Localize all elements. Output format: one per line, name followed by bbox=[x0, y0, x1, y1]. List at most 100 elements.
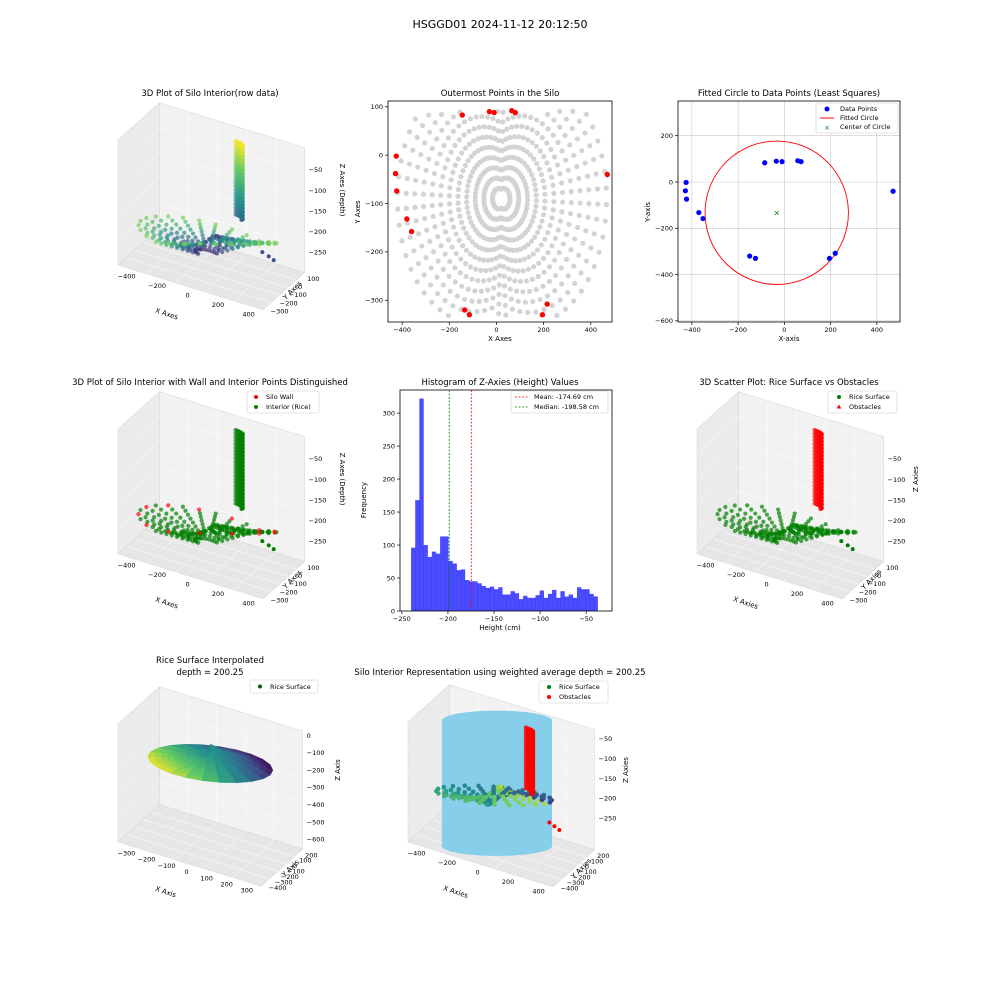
p4-ztick-label: −200 bbox=[309, 517, 327, 525]
column-point bbox=[233, 173, 238, 178]
interior-point bbox=[465, 210, 471, 216]
interior-point bbox=[505, 266, 511, 272]
p7-subtitle: depth = 200.25 bbox=[176, 668, 243, 678]
rice-point bbox=[182, 519, 187, 524]
rice-surface-point bbox=[476, 783, 481, 789]
p7-ztick-label: −200 bbox=[307, 766, 325, 774]
rice-point bbox=[224, 243, 229, 249]
interior-point bbox=[576, 252, 582, 258]
rice-point bbox=[228, 238, 233, 243]
obstacle-point bbox=[812, 494, 817, 499]
legend-marker-obstacles bbox=[836, 404, 842, 409]
rice-surface-point bbox=[467, 797, 472, 802]
interior-point bbox=[472, 150, 478, 156]
interior-point bbox=[476, 256, 482, 262]
interior-point bbox=[485, 257, 491, 263]
rice-point bbox=[159, 241, 164, 246]
p2-ytick-label: 100 bbox=[371, 103, 383, 111]
rice-point bbox=[240, 524, 245, 529]
interior-point bbox=[446, 201, 453, 207]
interior-point bbox=[437, 307, 443, 313]
p5-ylabel: Frequency bbox=[360, 482, 368, 518]
rice-point bbox=[809, 535, 814, 541]
interior-point bbox=[525, 137, 531, 143]
p7-ytick-label: 200 bbox=[305, 851, 317, 859]
rice-point bbox=[232, 239, 237, 244]
rice-point bbox=[186, 244, 191, 250]
column-point bbox=[233, 142, 238, 147]
p4-xlabel: X Axes bbox=[154, 596, 179, 611]
p1-ytick-label: −100 bbox=[289, 291, 307, 299]
grid-line bbox=[117, 441, 160, 480]
interior-point bbox=[456, 123, 462, 129]
interior-point bbox=[585, 277, 591, 283]
interior-point bbox=[567, 142, 573, 148]
interior-point bbox=[558, 265, 564, 271]
p3-legend-data-points: Data Points bbox=[840, 105, 878, 113]
rice-point bbox=[723, 504, 728, 510]
grid-line bbox=[416, 834, 562, 880]
rice-point bbox=[156, 512, 161, 517]
interior-point bbox=[524, 201, 530, 207]
edge-point bbox=[845, 543, 850, 548]
interior-point bbox=[486, 124, 492, 130]
grid-line bbox=[126, 834, 270, 880]
p3-legend-fitted-circle: Fitted Circle bbox=[840, 114, 879, 122]
interior-point bbox=[525, 226, 531, 233]
interior-point bbox=[537, 296, 543, 303]
data-point bbox=[683, 179, 689, 186]
interior-point bbox=[507, 286, 513, 292]
rice-point bbox=[738, 530, 743, 535]
rice-point bbox=[183, 508, 188, 513]
column-point bbox=[233, 149, 238, 154]
interior-point bbox=[431, 170, 438, 177]
data-point bbox=[826, 255, 833, 261]
p4-ztick-label: −50 bbox=[309, 455, 323, 463]
histogram-bar bbox=[469, 581, 474, 611]
histogram-bar bbox=[440, 536, 445, 611]
rice-point bbox=[190, 520, 196, 525]
p6-ytick-label: −100 bbox=[868, 580, 886, 588]
rice-point bbox=[244, 531, 249, 536]
grid-line bbox=[142, 531, 289, 577]
interior-point bbox=[456, 137, 462, 143]
rice-point bbox=[717, 507, 722, 513]
obstacle-point bbox=[812, 427, 817, 432]
interior-point bbox=[414, 134, 420, 140]
interior-point bbox=[545, 250, 551, 256]
histogram-bar bbox=[531, 597, 536, 611]
rice-point bbox=[150, 524, 155, 530]
p3-xtick-label: −400 bbox=[683, 326, 701, 334]
interior-point bbox=[590, 156, 597, 163]
rice-point bbox=[194, 246, 199, 251]
rice-point bbox=[182, 230, 187, 235]
rice-point bbox=[776, 530, 781, 536]
interior-point bbox=[467, 116, 473, 122]
grid-line bbox=[812, 552, 855, 591]
interior-point bbox=[523, 205, 530, 211]
interior-point bbox=[594, 216, 600, 222]
rice-surface-point bbox=[508, 793, 514, 799]
rice-point bbox=[212, 514, 218, 519]
grid-line bbox=[705, 546, 851, 592]
data-point bbox=[696, 209, 702, 216]
p5-ytick-label: 150 bbox=[383, 508, 395, 516]
interior-point bbox=[590, 124, 596, 130]
interior-point bbox=[550, 132, 556, 138]
rice-point bbox=[150, 518, 155, 523]
rice-point bbox=[153, 239, 159, 245]
rice-point bbox=[257, 242, 262, 247]
interior-point bbox=[548, 174, 555, 180]
panel-silo-representation: Silo Interior Representation using weigh… bbox=[354, 668, 645, 900]
rice-point bbox=[240, 530, 245, 535]
rice-point bbox=[174, 519, 180, 524]
obstacle-point bbox=[812, 452, 817, 457]
histogram-bar bbox=[589, 593, 594, 611]
p1-xtick-label: 200 bbox=[212, 301, 224, 309]
interior-point bbox=[508, 257, 514, 263]
interior-point bbox=[560, 241, 566, 247]
rice-point bbox=[745, 503, 750, 508]
p8-zlabel: Z Axies bbox=[622, 757, 630, 783]
rice-surface-point bbox=[534, 798, 540, 804]
column-point bbox=[233, 145, 238, 150]
